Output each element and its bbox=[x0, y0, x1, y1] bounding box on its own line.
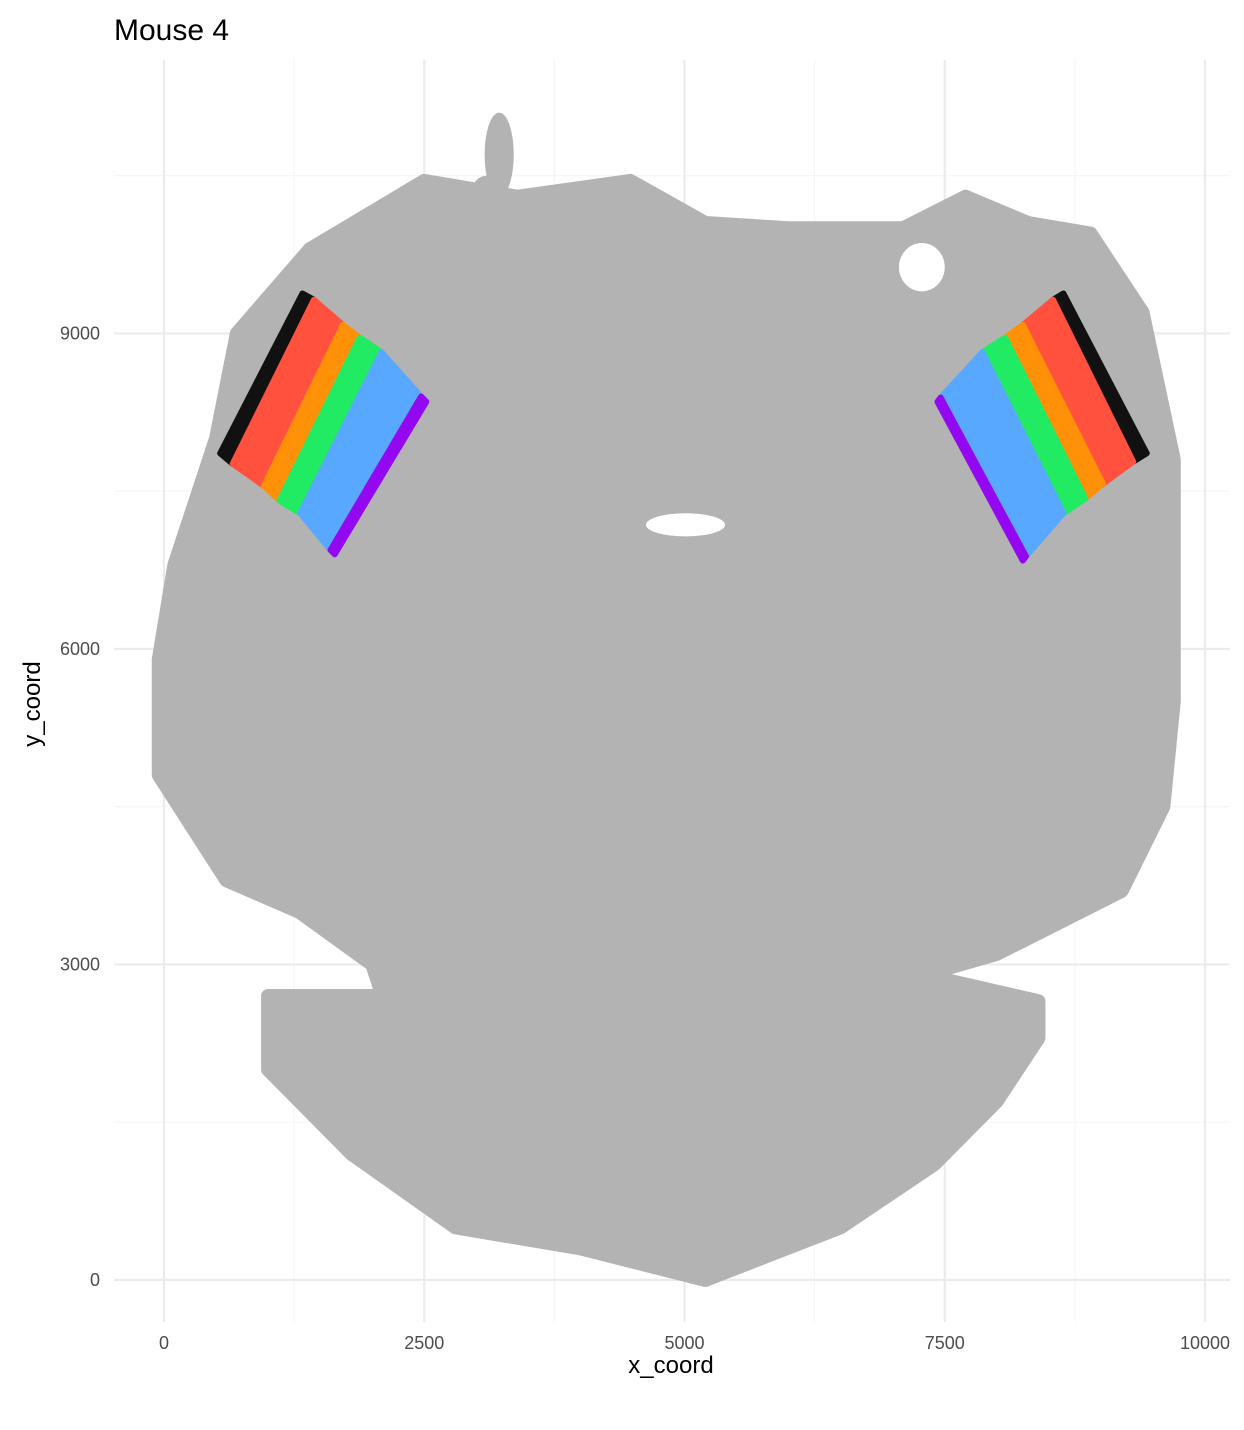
left-cortex-layer-6 bbox=[327, 393, 430, 558]
tissue-gap bbox=[898, 242, 945, 292]
right-cortex-layer-6 bbox=[934, 394, 1029, 564]
x-tick-label: 2500 bbox=[404, 1333, 444, 1353]
tissue-points bbox=[151, 112, 1181, 1287]
tissue-cells bbox=[151, 173, 1181, 1287]
tissue-cells-fragment bbox=[484, 112, 514, 197]
x-tick-label: 0 bbox=[159, 1333, 169, 1353]
x-tick-label: 7500 bbox=[925, 1333, 965, 1353]
tick-labels: 0 2500 5000 7500 10000 0 3000 6000 9000 bbox=[60, 323, 1230, 1353]
y-axis-title: y_coord bbox=[19, 661, 46, 746]
tissue-gap bbox=[645, 513, 726, 537]
y-tick-label: 6000 bbox=[60, 639, 100, 659]
cortex-layer-points bbox=[217, 290, 1150, 564]
x-tick-label: 5000 bbox=[664, 1333, 704, 1353]
x-axis-title: x_coord bbox=[628, 1352, 713, 1379]
tissue-cells-fragment bbox=[470, 175, 504, 218]
x-tick-label: 10000 bbox=[1180, 1333, 1230, 1353]
y-tick-label: 3000 bbox=[60, 954, 100, 974]
y-tick-label: 0 bbox=[90, 1270, 100, 1290]
y-tick-label: 9000 bbox=[60, 323, 100, 343]
chart-title: Mouse 4 bbox=[114, 14, 229, 47]
